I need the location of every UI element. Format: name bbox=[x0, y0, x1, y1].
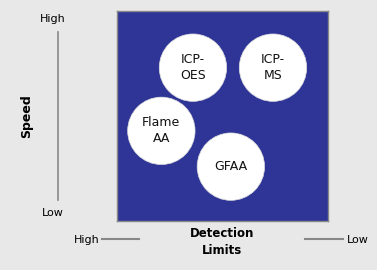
Text: GFAA: GFAA bbox=[214, 160, 247, 173]
Text: Flame
AA: Flame AA bbox=[142, 116, 181, 145]
Text: ICP-
OES: ICP- OES bbox=[180, 53, 206, 82]
Circle shape bbox=[128, 97, 195, 164]
Text: Speed: Speed bbox=[20, 94, 33, 138]
Text: Detection: Detection bbox=[190, 227, 254, 240]
Text: Limits: Limits bbox=[202, 244, 242, 256]
Circle shape bbox=[239, 34, 307, 101]
Text: High: High bbox=[74, 235, 100, 245]
Text: ICP-
MS: ICP- MS bbox=[261, 53, 285, 82]
Text: High: High bbox=[40, 14, 66, 24]
Circle shape bbox=[197, 133, 265, 200]
Text: Low: Low bbox=[347, 235, 369, 245]
Text: Low: Low bbox=[42, 208, 64, 218]
Circle shape bbox=[159, 34, 227, 101]
